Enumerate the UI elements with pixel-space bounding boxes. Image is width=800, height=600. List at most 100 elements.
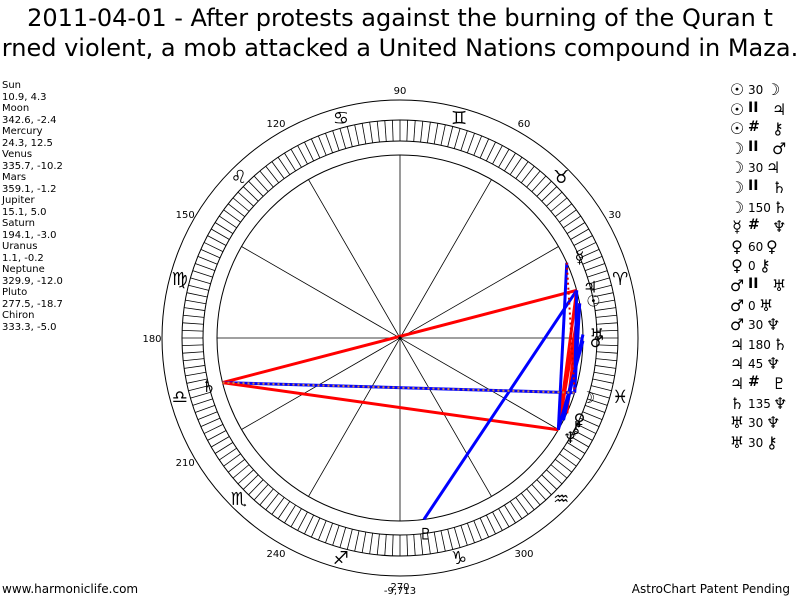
degree-tick	[559, 453, 577, 467]
degree-tick	[433, 531, 439, 553]
aspect-planet-b-icon: ☽	[766, 80, 781, 99]
degree-tick	[515, 497, 529, 515]
degree-tick	[346, 529, 353, 550]
aspect-planet-b-icon: ♆	[772, 217, 787, 237]
degree-tick	[354, 124, 360, 146]
aspect-planet-b-icon: ⚷	[766, 432, 778, 452]
degree-tick	[563, 447, 581, 461]
degree-tick	[317, 520, 327, 541]
degree-tick	[595, 307, 616, 311]
degree-tick	[587, 270, 608, 278]
degree-tick	[573, 235, 593, 246]
degree-tick	[596, 322, 618, 325]
degree-tick	[413, 120, 416, 142]
aspect-symbol: #	[748, 374, 760, 390]
aspect-planet-b-icon: ♅	[759, 295, 774, 315]
planet-position-list: Sun 10.9, 4.3 Moon 342.6, -2.4 Mercury 24.3, …	[2, 80, 63, 333]
planet-pluto-icon: ♇	[419, 524, 433, 543]
aspect-planet-a-icon: ☽	[729, 158, 745, 178]
degree-tick	[595, 358, 617, 362]
degree-tick	[596, 351, 618, 354]
degree-tick	[433, 123, 439, 145]
degree-tick	[290, 508, 302, 527]
degree-tick	[554, 458, 573, 473]
zodiac-sign-icon: ♎	[172, 387, 188, 408]
degree-tick	[197, 411, 218, 421]
aspect-symbol: 60	[748, 239, 764, 254]
degree-tick	[182, 351, 204, 354]
degree-tick	[579, 417, 600, 428]
degree-tick	[192, 270, 213, 278]
degree-tick	[195, 405, 216, 413]
degree-tick	[200, 248, 221, 259]
zodiac-sign-icon: ♑	[451, 548, 467, 569]
aspect-planet-b-icon: ♃	[772, 99, 787, 119]
footer-patent-notice: AstroChart Patent Pending	[631, 582, 790, 596]
degree-tick	[596, 344, 618, 347]
degree-tick	[504, 504, 516, 524]
degree-tick	[310, 138, 321, 159]
degree-tick	[541, 186, 558, 202]
degree-tick	[596, 329, 618, 332]
planet-name-pluto: Pluto	[2, 287, 28, 298]
zodiac-sign-icon: ♐	[333, 548, 349, 569]
degree-tick	[200, 417, 221, 428]
planet-coords-neptune: 329.9, -12.0	[2, 275, 63, 287]
degree-tick	[214, 442, 234, 454]
degree-tick	[546, 191, 563, 207]
aspect-dotted-line	[222, 381, 575, 394]
degree-tick	[248, 479, 264, 496]
aspect-planet-a-icon: ☉	[729, 119, 745, 139]
degree-tick	[184, 307, 205, 311]
degree-tick	[284, 504, 296, 524]
degree-tick	[526, 488, 541, 506]
degree-tick	[485, 141, 496, 162]
planet-coords-mercury: 24.3, 12.5	[2, 137, 53, 149]
degree-tick	[526, 170, 541, 188]
aspect-planet-b-icon: ⚷	[772, 119, 784, 139]
degree-tick	[479, 517, 490, 538]
aspect-symbol: #	[748, 217, 760, 234]
aspect-line	[422, 289, 578, 521]
degree-tick	[485, 514, 496, 535]
degree-tick	[546, 469, 563, 485]
chart-title-line-2: rned violent, a mob attacked a United Na…	[1, 34, 799, 62]
degree-tick	[440, 124, 446, 146]
degree-tick	[197, 255, 218, 265]
degree-tick	[207, 430, 227, 441]
degree-tick	[566, 442, 586, 454]
degree-tick	[531, 175, 547, 192]
degree-tick	[219, 447, 237, 461]
planet-name-jupiter: Jupiter	[2, 195, 35, 206]
degree-tick	[188, 284, 209, 291]
degree-tick	[290, 149, 302, 168]
degree-tick	[498, 149, 510, 168]
degree-tick	[509, 501, 523, 519]
degree-tick	[593, 299, 615, 305]
aspect-symbol: 0	[748, 298, 756, 313]
aspect-symbol: II	[748, 178, 759, 194]
degree-tick	[369, 533, 373, 554]
footer-website: www.harmoniclife.com	[2, 582, 139, 596]
degree-tick	[325, 133, 333, 154]
zodiac-sign-icon: ♒	[553, 489, 569, 510]
degree-tick	[183, 358, 205, 362]
aspect-line	[573, 290, 579, 393]
degree-tick	[559, 209, 577, 223]
degree-tick	[592, 292, 614, 298]
aspect-symbol: II	[748, 99, 759, 116]
aspect-dotted-line	[565, 262, 576, 393]
aspect-line	[222, 288, 578, 385]
degree-tick	[420, 121, 424, 143]
degree-tick	[473, 520, 483, 541]
degree-tick	[467, 522, 475, 543]
degree-label: 120	[266, 119, 285, 130]
degree-tick	[253, 484, 269, 501]
aspect-planet-a-icon: ☉	[729, 99, 745, 119]
degree-tick	[182, 322, 204, 325]
planet-uranus-icon: ♅	[590, 325, 604, 344]
planet-name-mercury: Mercury	[2, 126, 43, 137]
degree-tick	[186, 292, 208, 298]
degree-tick	[369, 122, 373, 143]
